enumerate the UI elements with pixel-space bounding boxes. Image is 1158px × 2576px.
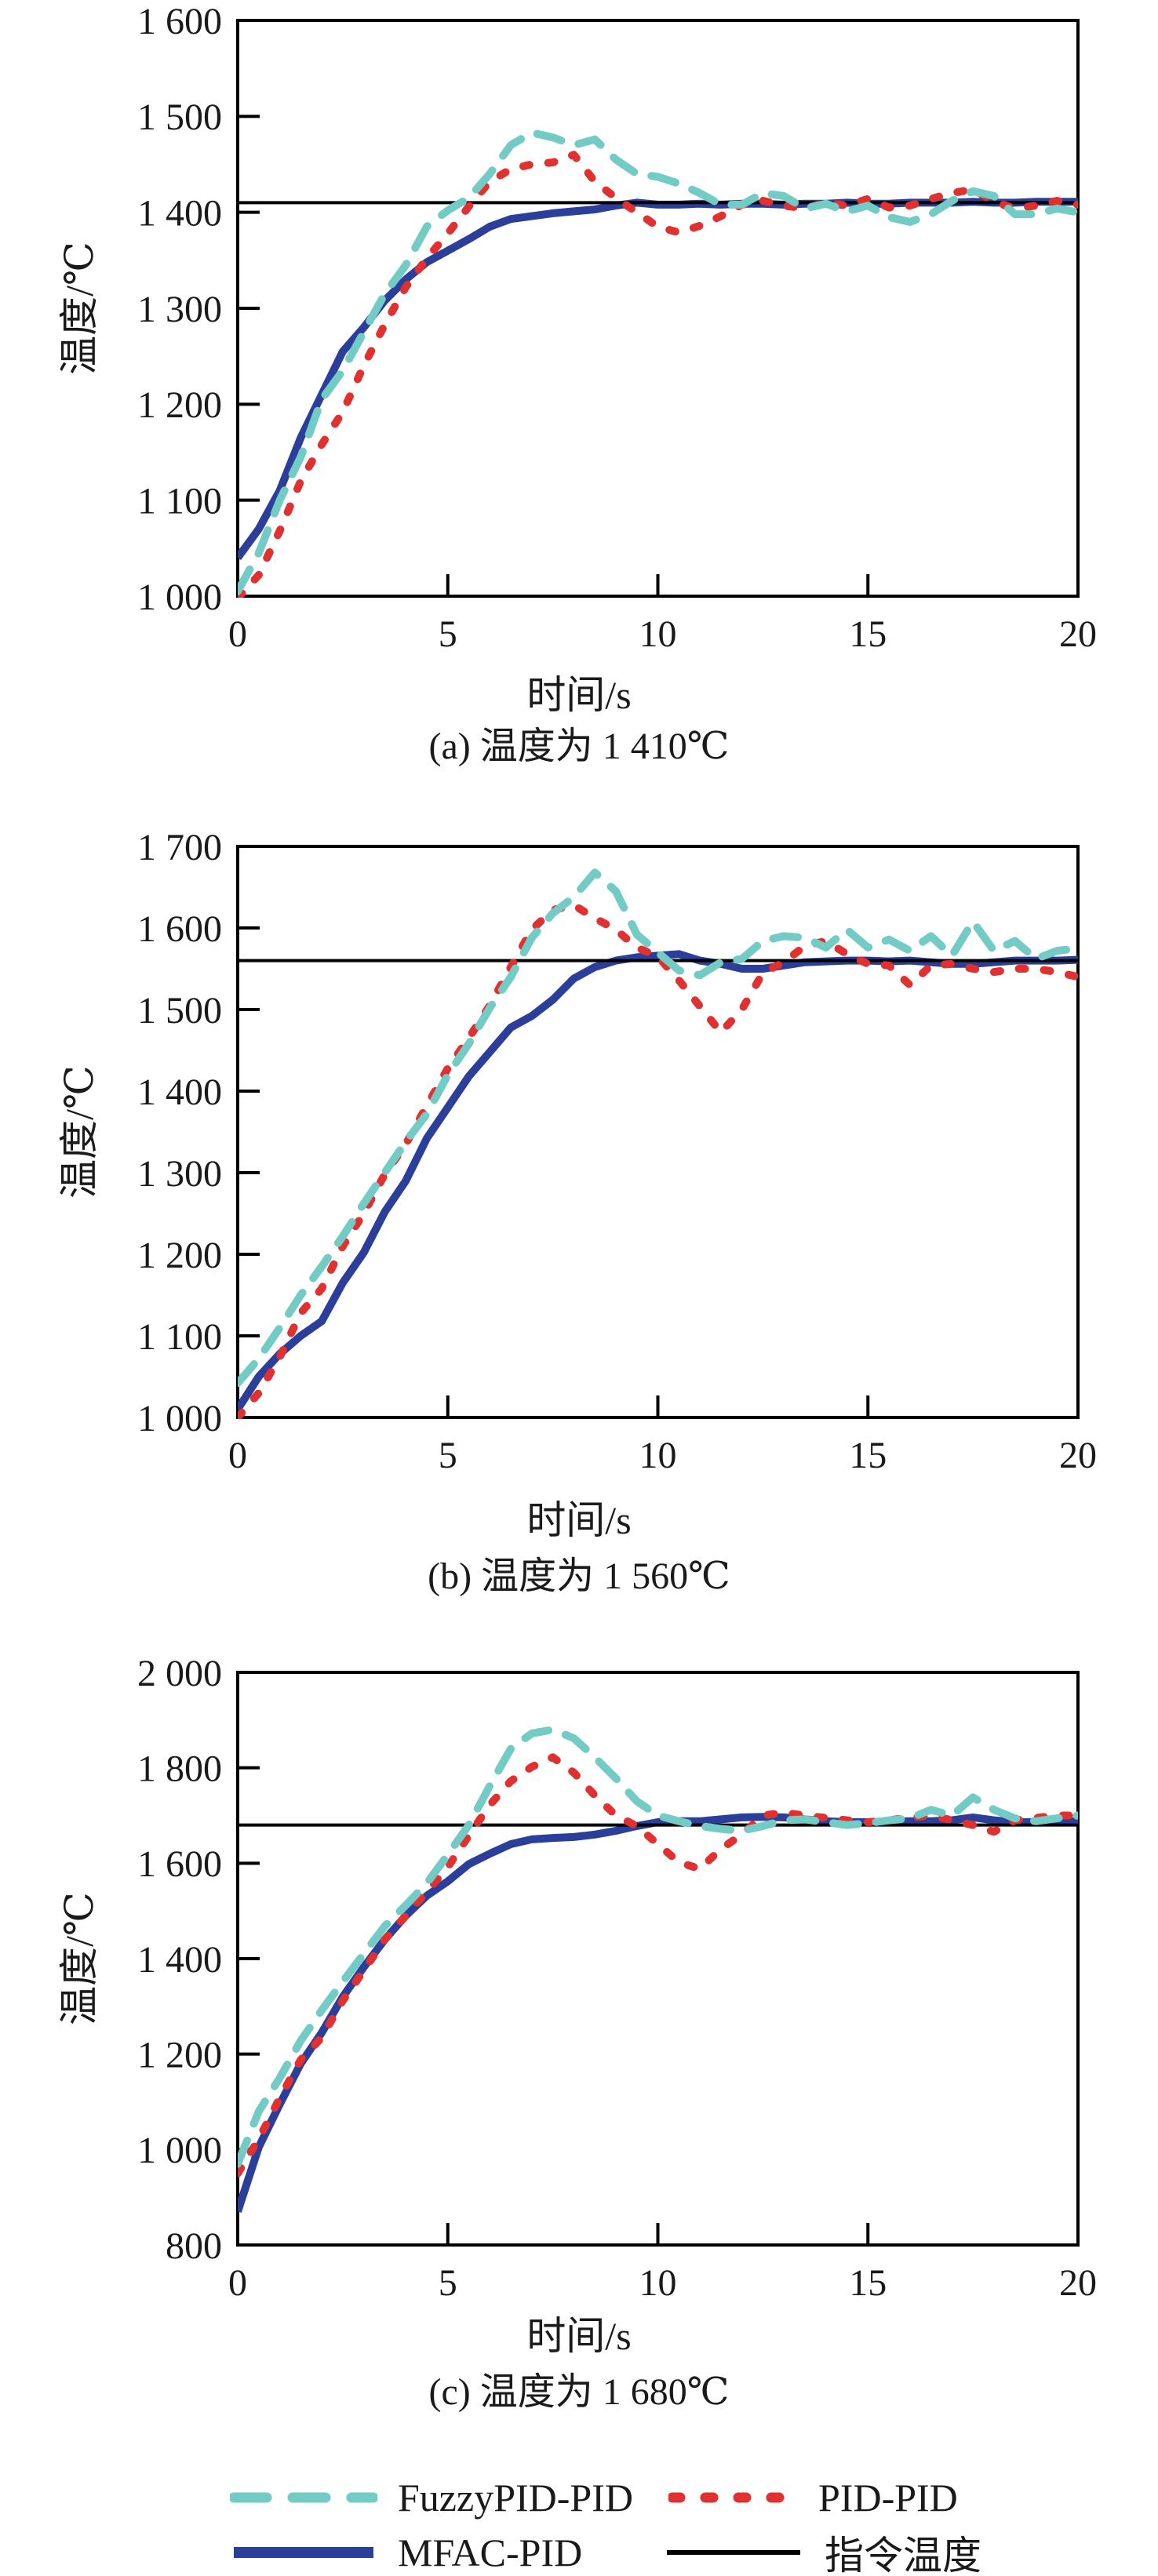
y-tick-label: 1 200 <box>137 1235 222 1276</box>
legend-label-mfac-pid: MFAC-PID <box>398 2531 583 2574</box>
plot-box <box>236 845 1080 1419</box>
y-tick-label: 1 400 <box>137 1072 222 1113</box>
y-tick-label: 1 000 <box>137 2130 222 2171</box>
series-MFAC-PID <box>238 198 1078 561</box>
plot-box <box>236 19 1080 598</box>
y-tick-label: 1 600 <box>137 908 222 950</box>
chart-a-canvas: 1 000 1 100 1 200 1 300 1 400 1 500 1 600 0 5 10 1… <box>57 1 1097 655</box>
x-tick-label: 5 <box>439 2262 457 2304</box>
y-tick-label: 1 100 <box>137 480 222 522</box>
x-tick-label: 15 <box>849 613 887 655</box>
x-tick-label: 10 <box>639 1435 677 1476</box>
y-axis-label: 温度/℃ <box>57 1065 101 1199</box>
chart-b-xaxis-label: 时间/s <box>526 1498 632 1542</box>
y-tick-label: 1 200 <box>137 384 222 426</box>
series-FuzzyPID-PID <box>238 1726 1078 2168</box>
series-FuzzyPID-PID <box>238 129 1078 595</box>
legend-item-mfac-pid: MFAC-PID <box>230 2527 582 2576</box>
chart-a-caption: (a) 温度为 1 410℃ <box>428 726 730 767</box>
series-PID-PID <box>238 151 1078 598</box>
command-temperature-line-swatch <box>663 2542 804 2563</box>
y-tick-label: 1 400 <box>137 192 222 234</box>
x-tick-label: 0 <box>228 2262 247 2304</box>
series-FuzzyPID-PID <box>238 868 1078 1388</box>
chart-c-xaxis-label: 时间/s <box>526 2314 632 2358</box>
x-tick-label: 20 <box>1059 613 1097 655</box>
chart-c-canvas: 800 1 000 1 200 1 400 1 600 1 800 2 000 0 5 10 15 2… <box>57 1653 1097 2304</box>
y-tick-label: 1 800 <box>137 1748 222 1789</box>
x-tick-label: 10 <box>639 2262 677 2304</box>
series-PID-PID <box>238 901 1078 1419</box>
y-tick-label: 1 600 <box>137 1843 222 1885</box>
y-axis-label: 温度/℃ <box>57 242 101 375</box>
x-tick-label: 5 <box>439 613 457 655</box>
y-tick-label: 800 <box>166 2225 222 2267</box>
y-tick-label: 1 000 <box>137 1398 222 1439</box>
mfac-pid-line-swatch <box>230 2542 377 2563</box>
x-tick-label: 20 <box>1059 1435 1097 1476</box>
y-tick-label: 1 500 <box>137 990 222 1031</box>
legend-item-command-temperature: 指令温度 <box>663 2527 981 2576</box>
series-MFAC-PID <box>238 950 1078 1412</box>
y-tick-label: 1 300 <box>137 289 222 330</box>
x-tick-label: 5 <box>439 1435 457 1476</box>
y-tick-label: 1 400 <box>137 1939 222 1981</box>
chart-a-xaxis-label: 时间/s <box>526 673 632 717</box>
legend-item-fuzzypid-pid: FuzzyPID-PID <box>228 2472 633 2523</box>
legend-item-pid-pid: PID-PID <box>667 2472 958 2523</box>
legend-label-pid-pid: PID-PID <box>818 2476 958 2520</box>
pid-pid-line-swatch <box>667 2487 799 2508</box>
chart-b-canvas: 1 000 1 100 1 200 1 300 1 400 1 500 1 600 1 700… <box>57 827 1097 1476</box>
x-tick-label: 15 <box>849 1435 887 1476</box>
x-tick-label: 10 <box>639 613 677 655</box>
y-tick-label: 1 700 <box>137 827 222 868</box>
y-tick-label: 1 100 <box>137 1316 222 1358</box>
y-tick-label: 2 000 <box>137 1653 222 1694</box>
chart-b-caption: (b) 温度为 1 560℃ <box>428 1555 730 1597</box>
fuzzypid-pid-line-swatch <box>228 2487 379 2508</box>
x-tick-label: 20 <box>1059 2262 1097 2304</box>
legend-label-fuzzypid-pid: FuzzyPID-PID <box>398 2476 633 2520</box>
legend-label-command-temperature: 指令温度 <box>825 2534 981 2576</box>
x-tick-label: 0 <box>228 1435 247 1476</box>
x-tick-label: 15 <box>849 2262 887 2304</box>
y-tick-label: 1 300 <box>137 1153 222 1195</box>
x-tick-label: 0 <box>228 613 247 655</box>
chart-c-caption: (c) 温度为 1 680℃ <box>428 2371 730 2413</box>
y-axis-label: 温度/℃ <box>57 1892 101 2025</box>
y-tick-label: 1 200 <box>137 2034 222 2076</box>
y-tick-label: 1 500 <box>137 96 222 138</box>
y-tick-label: 1 600 <box>137 1 222 42</box>
series-MFAC-PID <box>238 1813 1078 2213</box>
y-tick-label: 1 000 <box>137 577 222 618</box>
